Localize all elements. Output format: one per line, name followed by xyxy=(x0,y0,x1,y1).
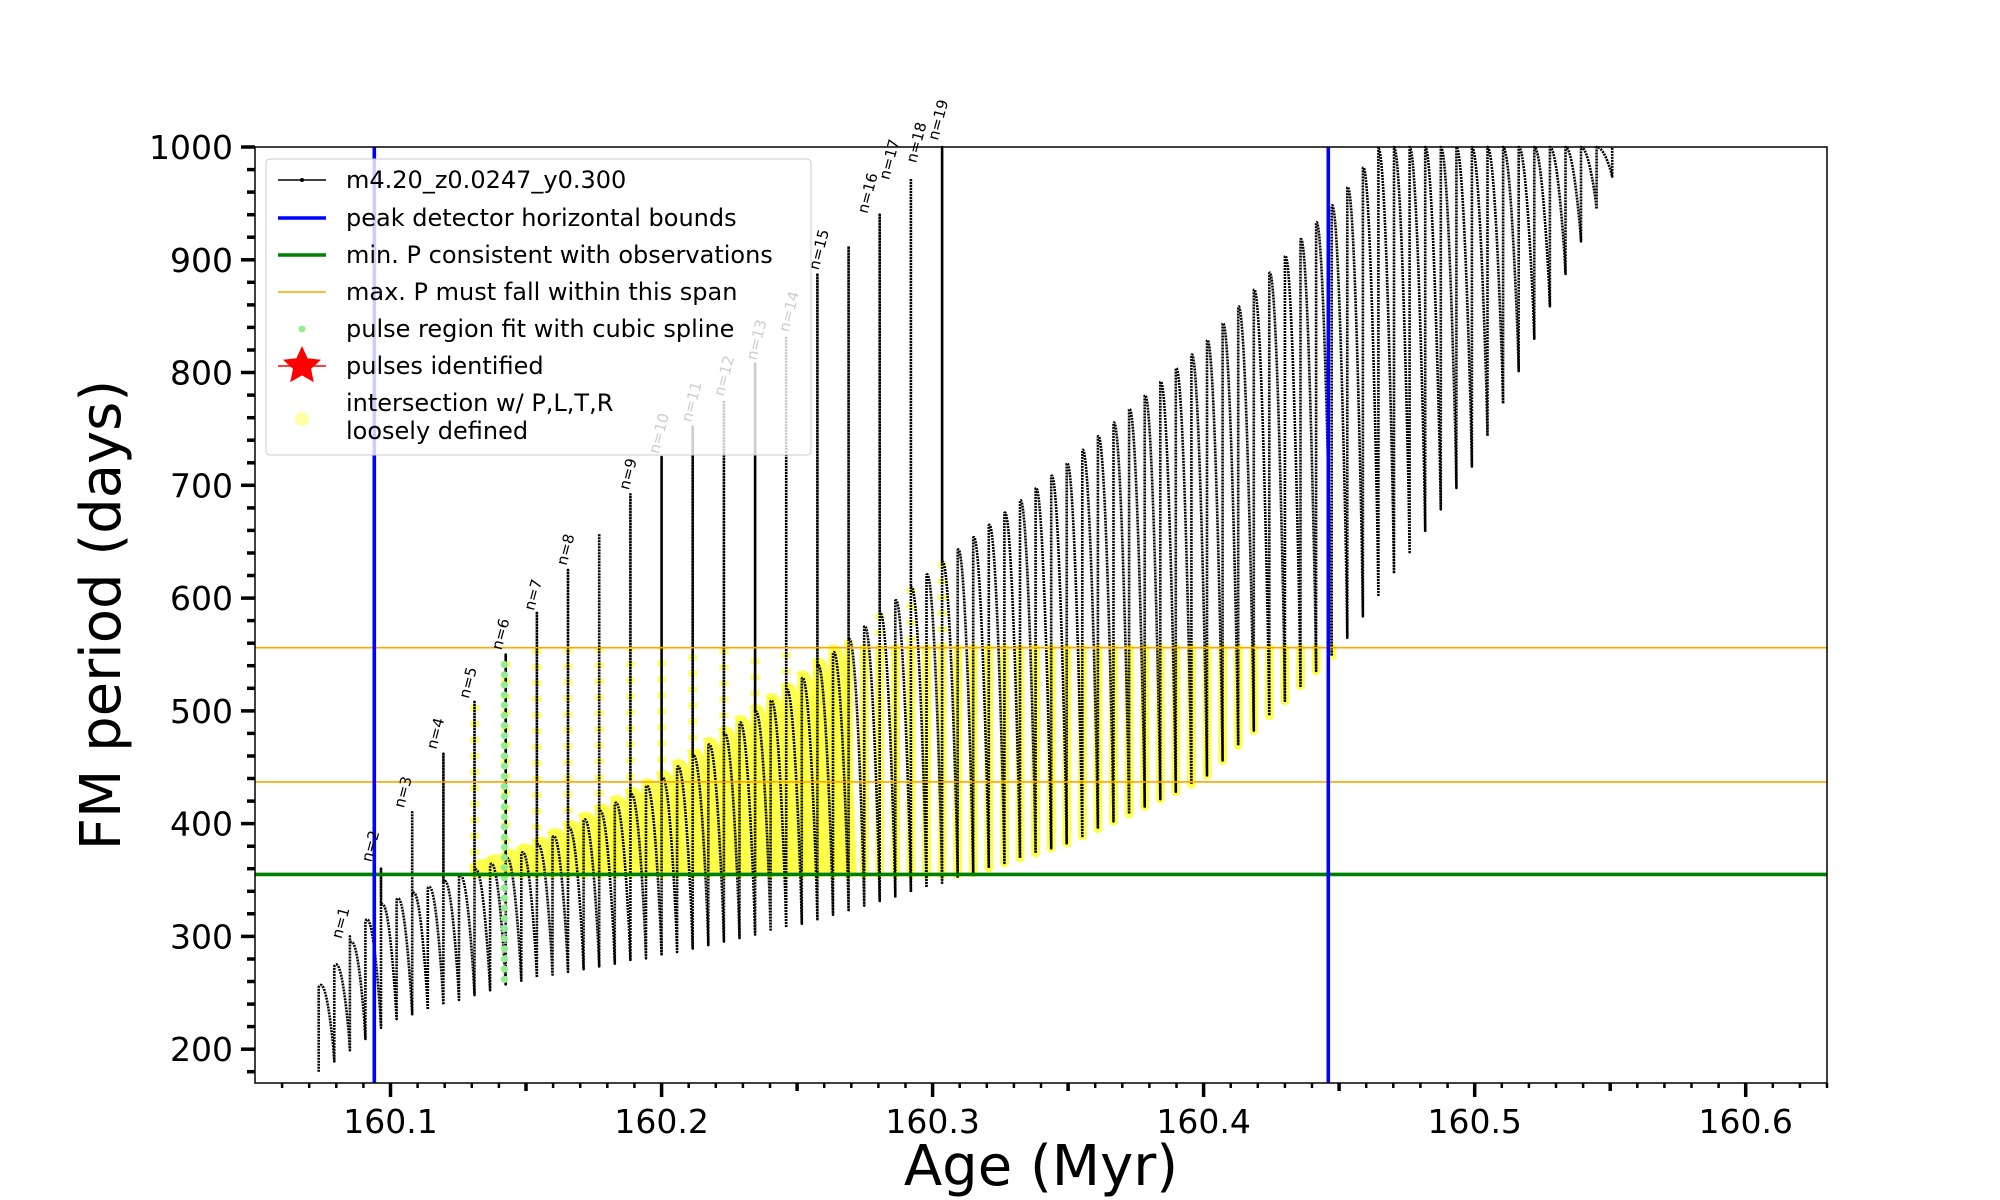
axes: 200 300 400 500 600 700 800 900 1000 160.1 160.2 16… xyxy=(149,128,1829,1141)
spline-fit-point xyxy=(500,904,508,912)
legend-entry-intersection: intersection w/ P,L,T,R loosely defined xyxy=(295,389,613,445)
legend-marker-spline xyxy=(298,325,306,333)
spline-fit-point xyxy=(500,803,508,811)
x-tick-label: 160.3 xyxy=(885,1102,979,1141)
spline-fit-point xyxy=(500,843,508,851)
spline-fit-point xyxy=(500,935,508,943)
spline-fit-point xyxy=(500,681,508,689)
legend-label-intersection-line2: loosely defined xyxy=(346,417,528,445)
x-tick-label: 160.5 xyxy=(1427,1102,1521,1141)
spline-fit-point xyxy=(500,762,508,770)
y-tick-label: 300 xyxy=(170,917,233,956)
x-tick-label: 160.2 xyxy=(614,1102,708,1141)
plot-area xyxy=(317,145,1614,1072)
legend-entry-max-period: max. P must fall within this span xyxy=(278,278,737,306)
legend-label-model: m4.20_z0.0247_y0.300 xyxy=(346,166,626,194)
spline-fit-point xyxy=(500,742,508,750)
spline-fit-point xyxy=(500,671,508,679)
spline-fit-point xyxy=(500,924,508,933)
legend-marker-model-dot xyxy=(300,178,304,182)
legend-label-max-period: max. P must fall within this span xyxy=(346,278,737,306)
y-tick-label: 200 xyxy=(170,1030,233,1069)
spline-fit-point xyxy=(500,721,508,730)
x-tick-label: 160.6 xyxy=(1698,1102,1792,1141)
y-tick-label: 600 xyxy=(170,579,233,618)
spline-fit-point xyxy=(500,701,508,709)
spline-fit-point xyxy=(500,823,508,831)
spline-fit-point xyxy=(500,945,508,953)
spline-fit-point xyxy=(500,864,508,872)
legend-label-peak-bounds: peak detector horizontal bounds xyxy=(346,204,737,232)
spline-fit-point xyxy=(500,965,508,973)
legend-entry-min-period: min. P consistent with observations xyxy=(278,241,773,269)
legend-entry-pulses: pulses identified xyxy=(278,346,544,383)
spline-fit-point xyxy=(500,772,508,780)
spline-fit-point xyxy=(500,752,508,760)
y-axis-title: FM period (days) xyxy=(69,380,134,850)
spline-fit-point xyxy=(500,884,508,892)
y-tick-label: 1000 xyxy=(149,128,233,167)
spline-fit-point xyxy=(500,914,508,923)
spline-fit-point xyxy=(500,975,508,983)
y-tick-label: 800 xyxy=(170,354,233,393)
x-axis-title: Age (Myr) xyxy=(904,1134,1178,1199)
x-tick-label: 160.1 xyxy=(343,1102,437,1141)
legend-label-min-period: min. P consistent with observations xyxy=(346,241,773,269)
x-tick-label: 160.4 xyxy=(1156,1102,1250,1141)
legend-marker-intersection xyxy=(295,412,309,426)
spline-fit-point xyxy=(500,711,508,720)
spline-fit-point xyxy=(500,793,508,801)
spline-fit-point xyxy=(500,833,508,841)
y-tick-label: 400 xyxy=(170,805,233,844)
legend-label-spline: pulse region fit with cubic spline xyxy=(346,315,734,343)
legend-label-intersection-line1: intersection w/ P,L,T,R xyxy=(346,389,613,417)
legend-entry-peak-bounds: peak detector horizontal bounds xyxy=(278,204,737,232)
legend: m4.20_z0.0247_y0.300 peak detector horiz… xyxy=(265,158,812,456)
y-tick-label: 500 xyxy=(170,692,233,731)
legend-box xyxy=(265,158,812,456)
y-tick-label: 700 xyxy=(170,466,233,505)
spline-fit-point xyxy=(500,782,508,791)
spline-fit-point xyxy=(500,691,508,699)
reference-lines xyxy=(255,147,1827,1083)
spline-fit-point xyxy=(500,732,508,740)
legend-label-pulses: pulses identified xyxy=(346,352,544,380)
spline-fit-point xyxy=(500,894,508,902)
y-tick-label: 900 xyxy=(170,241,233,280)
model-track-line xyxy=(317,145,1614,1072)
legend-entry-spline: pulse region fit with cubic spline xyxy=(298,315,734,343)
star-icon xyxy=(283,346,321,383)
spline-fit-point xyxy=(500,661,508,669)
spline-fit-point xyxy=(500,853,508,862)
legend-entry-model: m4.20_z0.0247_y0.300 xyxy=(278,166,626,194)
spline-fit-point xyxy=(500,955,508,963)
spline-fit-point xyxy=(500,813,508,821)
